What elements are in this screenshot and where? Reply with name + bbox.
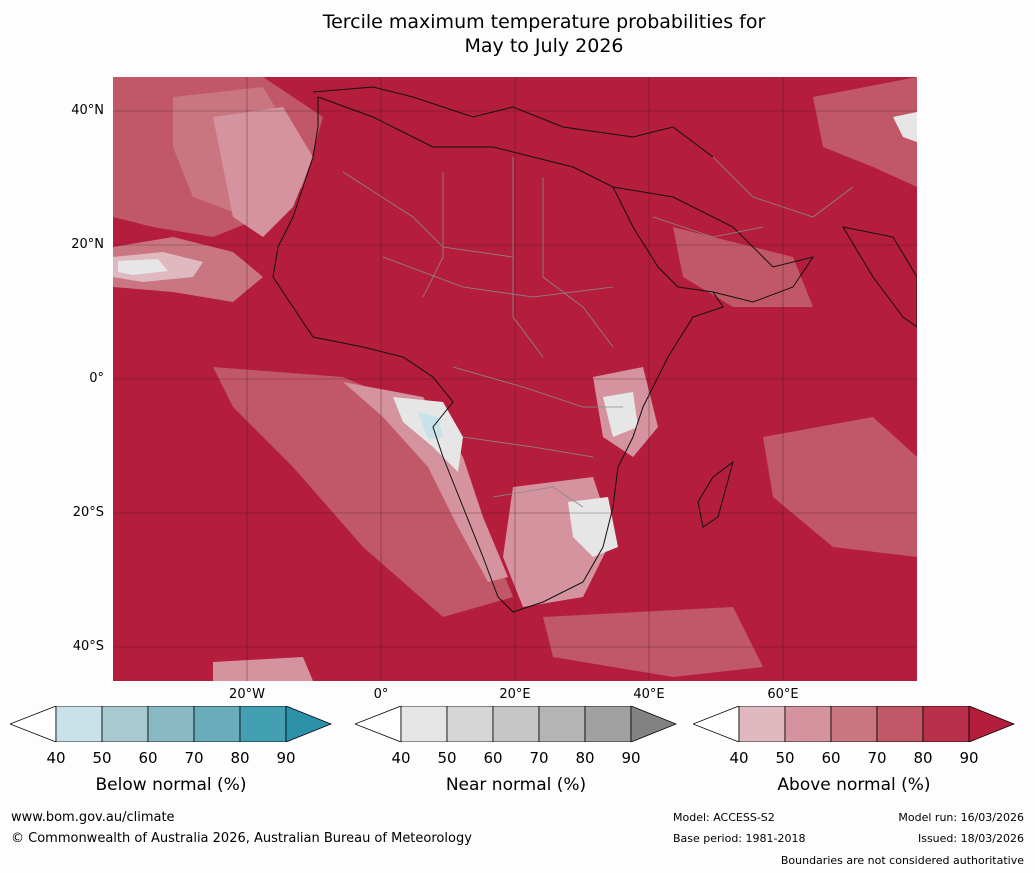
near-swatch-4 <box>538 706 586 742</box>
lat-label-40s: 40°S <box>72 639 104 654</box>
above-tick-80: 80 <box>913 749 933 767</box>
country-borders <box>342 156 854 508</box>
africa-coast <box>272 96 724 613</box>
near-swatch-3 <box>492 706 540 742</box>
above-swatch-0 <box>693 706 740 742</box>
near-swatch-1 <box>400 706 448 742</box>
below-tick-50: 50 <box>92 749 112 767</box>
above-normal-title: Above normal (%) <box>777 775 931 795</box>
near-swatch-6 <box>630 706 677 742</box>
base-period-text: Base period: 1981-2018 <box>673 832 806 845</box>
above-swatch-5 <box>922 706 970 742</box>
probability-map <box>113 77 917 681</box>
lon-label-60e: 60°E <box>767 687 799 702</box>
above-swatch-4 <box>876 706 924 742</box>
near-tick-70: 70 <box>529 749 549 767</box>
issued-text: Issued: 18/03/2026 <box>917 832 1024 845</box>
patch-indian-ocean <box>763 417 917 557</box>
patch-mozambique-near <box>568 497 618 557</box>
europe-coast <box>312 86 714 158</box>
title-line-2: May to July 2026 <box>464 35 624 57</box>
map-canvas <box>113 77 917 681</box>
below-swatch-4 <box>193 706 241 742</box>
near-tick-80: 80 <box>575 749 595 767</box>
near-tick-90: 90 <box>621 749 641 767</box>
patch-east-africa-near <box>603 392 638 437</box>
below-swatch-6 <box>285 706 332 742</box>
colorbar-near-normal: 40 50 60 70 80 90 Near normal (%) <box>355 706 677 795</box>
below-swatch-3 <box>147 706 195 742</box>
below-swatch-5 <box>239 706 287 742</box>
model-text: Model: ACCESS-S2 <box>673 811 775 824</box>
graticule <box>113 77 917 681</box>
above-tick-60: 60 <box>821 749 841 767</box>
below-tick-40: 40 <box>46 749 66 767</box>
lat-label-20s: 20°S <box>72 505 104 520</box>
patch-namibia-coast <box>343 382 508 582</box>
lon-label-40e: 40°E <box>633 687 665 702</box>
near-tick-40: 40 <box>391 749 411 767</box>
lon-label-20w: 20°W <box>229 687 265 702</box>
above-swatch-1 <box>738 706 786 742</box>
below-tick-80: 80 <box>230 749 250 767</box>
below-swatch-2 <box>101 706 149 742</box>
lat-label-0: 0° <box>89 371 104 386</box>
coastlines <box>272 86 917 613</box>
title-line-1: Tercile maximum temperature probabilitie… <box>322 11 766 33</box>
patch-southern-ocean-2 <box>543 607 763 677</box>
near-normal-title: Near normal (%) <box>445 775 587 795</box>
disclaimer-text: Boundaries are not considered authoritat… <box>780 854 1024 867</box>
probability-patches <box>113 77 917 681</box>
near-tick-50: 50 <box>437 749 457 767</box>
above-swatch-3 <box>830 706 878 742</box>
above-swatch-2 <box>784 706 832 742</box>
patch-himalaya <box>813 77 917 187</box>
below-swatch-1 <box>55 706 103 742</box>
near-swatch-2 <box>446 706 494 742</box>
patch-himalaya-near <box>893 112 917 142</box>
copyright-text: © Commonwealth of Australia 2026, Austra… <box>11 831 472 846</box>
colorbar-near-swatches <box>355 706 677 742</box>
lat-label-20n: 20°N <box>71 237 104 252</box>
near-swatch-0 <box>355 706 402 742</box>
patch-angola-below <box>418 412 443 439</box>
patch-cape-verde-white <box>118 259 168 275</box>
above-swatch-6 <box>968 706 1015 742</box>
near-tick-60: 60 <box>483 749 503 767</box>
above-tick-50: 50 <box>775 749 795 767</box>
below-tick-70: 70 <box>184 749 204 767</box>
below-normal-title: Below normal (%) <box>95 775 247 795</box>
below-swatch-0 <box>10 706 57 742</box>
website-link[interactable]: www.bom.gov.au/climate <box>11 810 175 825</box>
arabia-coast <box>612 186 815 303</box>
patch-south-atlantic <box>213 367 513 617</box>
colorbar-below-normal: 40 50 60 70 80 90 Below normal (%) <box>10 706 332 795</box>
colorbar-above-normal: 40 50 60 70 80 90 Above normal (%) <box>693 706 1015 795</box>
near-swatch-5 <box>584 706 632 742</box>
lat-label-40n: 40°N <box>71 103 104 118</box>
above-tick-70: 70 <box>867 749 887 767</box>
below-tick-90: 90 <box>276 749 296 767</box>
lon-label-0: 0° <box>373 687 389 702</box>
above-tick-90: 90 <box>959 749 979 767</box>
below-tick-60: 60 <box>138 749 158 767</box>
colorbar-above-swatches <box>693 706 1015 742</box>
colorbar-below-swatches <box>10 706 332 742</box>
patch-arabia <box>673 227 813 307</box>
map-title: Tercile maximum temperature probabilitie… <box>0 10 1035 58</box>
patch-canary <box>213 107 313 237</box>
lon-label-20e: 20°E <box>499 687 531 702</box>
madagascar-coast <box>697 460 734 528</box>
above-tick-40: 40 <box>729 749 749 767</box>
india-coast <box>841 226 917 328</box>
model-run-text: Model run: 16/03/2026 <box>898 811 1024 824</box>
patch-southern-ocean-1 <box>213 657 313 681</box>
